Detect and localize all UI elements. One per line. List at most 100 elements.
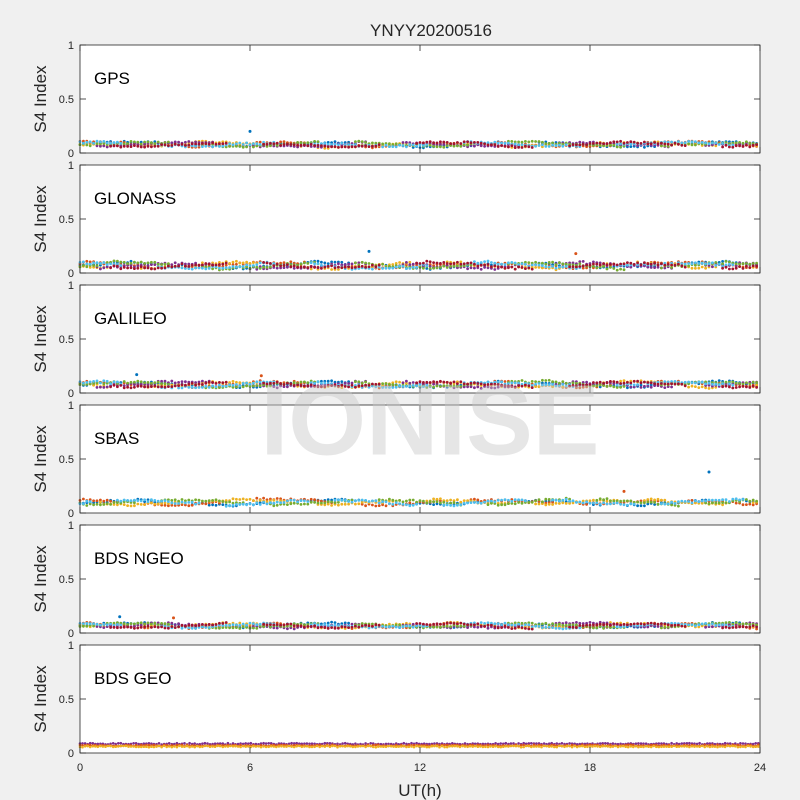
data-point — [156, 385, 160, 389]
data-point — [326, 262, 330, 265]
data-point — [177, 384, 181, 388]
data-point — [581, 266, 585, 270]
data-point — [670, 263, 673, 267]
data-point — [116, 501, 119, 504]
data-point — [333, 380, 337, 384]
data-point — [224, 501, 228, 504]
data-point — [714, 385, 718, 389]
data-point — [734, 386, 738, 389]
data-point — [405, 503, 408, 507]
data-point — [520, 146, 524, 149]
data-point — [408, 384, 412, 388]
data-point — [666, 145, 670, 148]
data-point — [435, 261, 439, 265]
data-point — [571, 623, 575, 627]
data-point — [241, 265, 245, 268]
data-point — [490, 261, 493, 264]
data-point — [252, 499, 255, 502]
data-point — [187, 501, 191, 504]
data-point — [646, 384, 650, 388]
data-point — [119, 141, 123, 145]
data-point — [102, 266, 106, 270]
data-point — [299, 622, 303, 626]
data-point — [184, 267, 187, 270]
data-point — [401, 144, 405, 147]
data-point — [235, 259, 238, 263]
data-point — [432, 145, 435, 148]
data-point — [292, 143, 296, 147]
data-point — [112, 503, 116, 506]
data-point — [88, 622, 92, 626]
data-point — [677, 262, 680, 266]
data-point — [156, 262, 160, 266]
data-point — [360, 500, 364, 504]
data-point — [439, 145, 442, 149]
data-point — [330, 268, 333, 271]
data-point — [255, 496, 259, 500]
data-point — [248, 262, 252, 265]
data-point — [112, 264, 116, 268]
data-point — [513, 261, 517, 265]
data-point — [745, 622, 748, 626]
data-point — [520, 498, 524, 502]
data-point — [524, 383, 527, 387]
data-point — [568, 623, 571, 627]
data-point — [398, 143, 401, 147]
data-point — [425, 264, 429, 268]
data-point — [717, 262, 721, 266]
data-point — [371, 267, 374, 271]
data-point — [228, 500, 232, 504]
data-point — [139, 142, 143, 146]
data-point — [551, 385, 554, 389]
data-point — [231, 265, 235, 268]
data-point — [241, 625, 245, 629]
data-point — [133, 144, 136, 148]
data-point — [129, 266, 133, 270]
data-point — [184, 144, 187, 147]
data-point — [724, 260, 728, 263]
data-point — [337, 145, 340, 149]
data-point — [143, 140, 147, 144]
data-point — [303, 502, 306, 506]
data-point — [306, 500, 310, 503]
data-point — [612, 385, 616, 389]
data-point — [299, 143, 303, 147]
data-point — [136, 140, 140, 144]
data-point — [595, 384, 599, 388]
data-point — [204, 381, 208, 385]
data-point — [547, 145, 551, 148]
data-point — [439, 499, 442, 503]
data-point — [558, 622, 561, 626]
data-point — [95, 264, 99, 268]
data-point — [622, 141, 626, 145]
data-point — [439, 140, 442, 144]
data-point — [534, 502, 537, 506]
data-point — [82, 622, 85, 625]
data-point — [544, 621, 548, 625]
data-point — [187, 140, 191, 143]
data-point — [428, 143, 432, 147]
data-point — [133, 140, 136, 144]
data-point — [714, 141, 718, 145]
data-point — [561, 383, 565, 386]
data-point — [112, 383, 116, 387]
data-point — [724, 501, 728, 505]
data-point — [507, 141, 510, 145]
data-point — [530, 386, 534, 389]
data-point — [95, 622, 99, 626]
data-point — [156, 266, 160, 270]
data-point — [605, 385, 609, 388]
data-point — [350, 266, 354, 270]
data-point — [673, 380, 677, 383]
data-point — [558, 381, 561, 385]
data-point — [445, 262, 449, 265]
data-point — [510, 499, 514, 503]
data-point — [405, 141, 408, 144]
data-point — [381, 500, 384, 504]
data-points — [78, 249, 758, 272]
data-point — [466, 143, 469, 147]
data-point — [245, 626, 249, 629]
data-point — [146, 500, 150, 503]
data-point — [415, 500, 418, 504]
data-point — [136, 264, 140, 268]
